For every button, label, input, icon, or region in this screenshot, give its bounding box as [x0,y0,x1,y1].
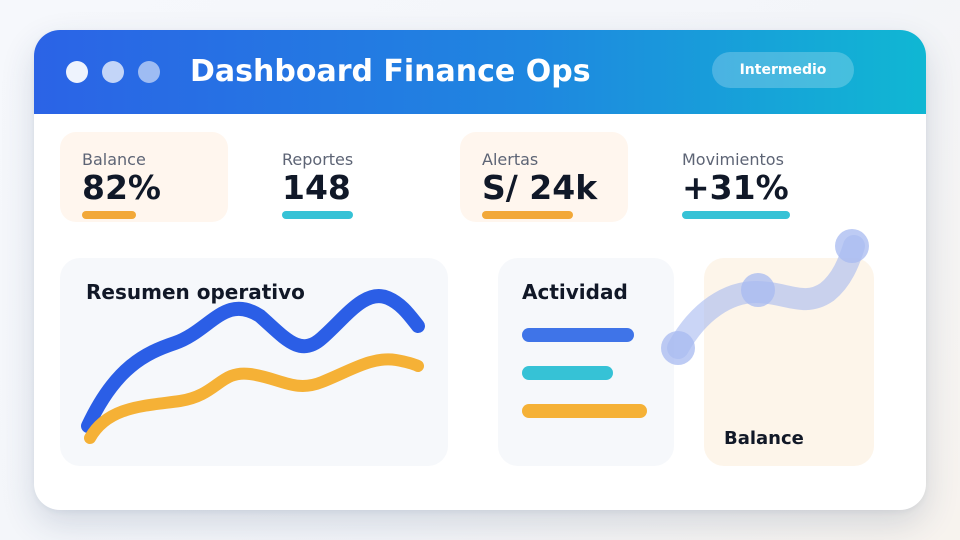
trend-line-secondary [84,353,424,444]
window-control-dot-2[interactable] [102,61,124,83]
balance-card-title: Balance [724,428,804,449]
activity-bar [522,366,613,380]
app-title: Dashboard Finance Ops [190,54,591,89]
title-bar: Dashboard Finance Ops Intermedio [34,30,926,114]
trend-card-title: Resumen operativo [86,280,305,304]
stat-progress-bar [682,211,790,219]
level-badge[interactable]: Intermedio [712,52,854,88]
stat-card-reportes[interactable]: Reportes 148 [260,132,428,222]
stat-progress-bar [82,211,136,219]
activity-bar [522,328,634,342]
stat-value: 148 [282,168,351,207]
stat-label: Reportes [282,150,354,169]
trend-chart [81,289,425,444]
activity-card: Actividad [498,258,674,466]
activity-card-title: Actividad [522,280,628,304]
stat-label: Alertas [482,150,539,169]
stat-progress-bar [482,211,573,219]
stat-card-movimientos[interactable]: Movimientos +31% [660,132,828,222]
stat-label: Balance [82,150,146,169]
stat-card-balance[interactable]: Balance 82% [60,132,228,222]
stat-label: Movimientos [682,150,784,169]
stat-value: S/ 24k [482,168,598,207]
stat-progress-bar [282,211,353,219]
balance-card: Balance [704,258,874,466]
window-control-dot-3[interactable] [138,61,160,83]
window-control-dot-1[interactable] [66,61,88,83]
trend-card: Resumen operativo [60,258,448,466]
trend-line-primary [81,289,425,433]
stat-value: 82% [82,168,161,207]
activity-bar [522,404,647,418]
stat-value: +31% [682,168,789,207]
stat-card-alertas[interactable]: Alertas S/ 24k [460,132,628,222]
dashboard-window: Dashboard Finance Ops Intermedio Balance… [34,30,926,510]
